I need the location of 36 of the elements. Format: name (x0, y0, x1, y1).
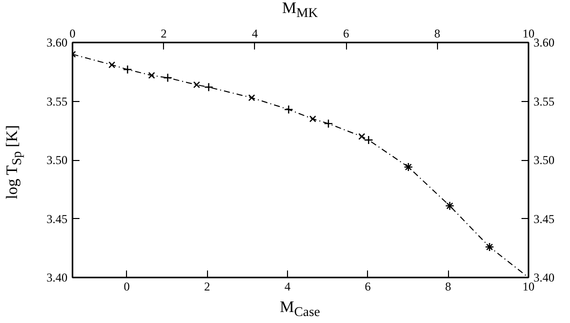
y-tick-label: 3.45 (46, 212, 68, 226)
y2-tick-label: 3.50 (534, 153, 554, 167)
y2-tick-label: 3.40 (534, 270, 554, 284)
point (309, 115, 316, 122)
x-tick-label: 8 (445, 280, 452, 294)
y-tick-label: 3.40 (46, 270, 68, 284)
x2-tick-label: 0 (70, 26, 76, 40)
point (358, 133, 366, 140)
x-tick-label: 0 (124, 280, 130, 294)
y2-tick-label: 3.60 (534, 36, 554, 50)
x-tick-label: 6 (364, 280, 371, 294)
x2-tick-label: 8 (434, 26, 440, 40)
point (324, 118, 334, 128)
y-tick-label: 3.60 (46, 36, 68, 50)
point (193, 81, 200, 88)
x-tick-label: 10 (522, 280, 534, 294)
point (248, 94, 256, 102)
x-tick-label: 4 (284, 280, 290, 294)
y-tick-label: 3.55 (46, 94, 68, 108)
point (108, 61, 116, 68)
x2-tick-label: 10 (522, 26, 534, 40)
point (163, 73, 172, 82)
x2-tick-label: 6 (343, 26, 350, 40)
point (364, 135, 374, 145)
x-tick-label: 2 (204, 280, 210, 294)
point (204, 82, 214, 92)
y2-tick-label: 3.45 (534, 212, 554, 226)
point (148, 72, 156, 79)
y-tick-label: 3.50 (46, 153, 68, 167)
point (284, 104, 294, 114)
x-axis-title: M$_{Case}$ (278, 299, 322, 322)
x2-tick-label: 2 (160, 26, 167, 40)
x2-axis-title: M$_{MK}$ (281, 0, 319, 22)
y2-tick-label: 3.55 (534, 94, 554, 108)
point (122, 64, 132, 74)
x2-tick-label: 4 (252, 26, 258, 40)
